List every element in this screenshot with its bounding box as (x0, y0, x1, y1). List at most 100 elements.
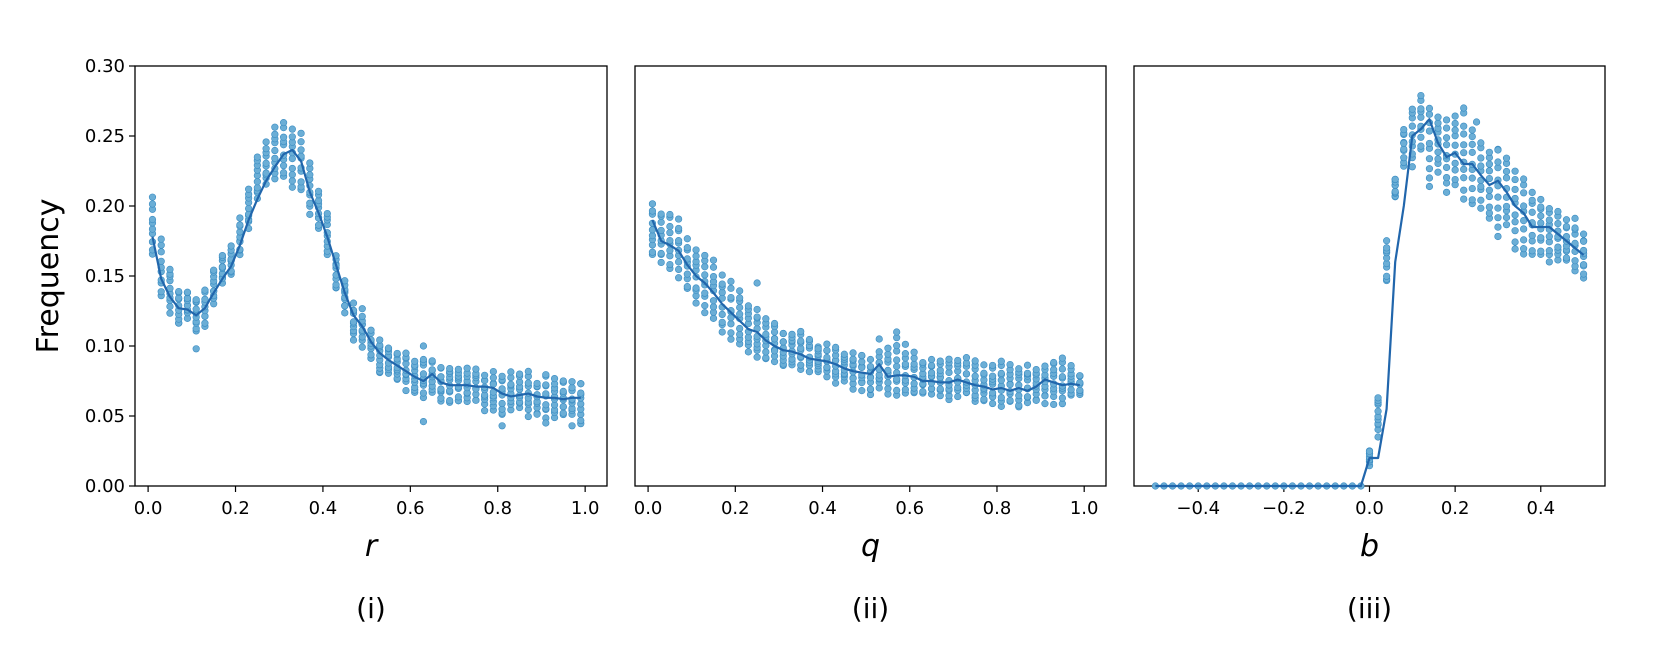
data-point (1511, 238, 1519, 246)
data-point (533, 379, 541, 388)
data-point (402, 386, 410, 395)
data-point (1511, 185, 1519, 194)
data-point (1408, 163, 1416, 171)
panel-b: −0.4 −0.2 0.0 0.2 0.4 b (iii) (1133, 65, 1606, 625)
x-tick-label: 0.8 (483, 498, 512, 519)
data-point (770, 319, 779, 328)
data-point (1537, 219, 1545, 227)
data-point (245, 185, 253, 193)
data-point (1477, 196, 1485, 204)
data-point (1451, 166, 1459, 174)
data-point (1015, 365, 1023, 373)
y-axis-label: Frequency (31, 199, 66, 354)
data-point (1041, 362, 1049, 370)
data-point (1058, 373, 1066, 381)
data-point (1485, 203, 1493, 211)
data-point (411, 357, 419, 365)
data-point (1408, 122, 1416, 130)
data-point (805, 335, 814, 344)
data-point (454, 393, 463, 401)
data-point (271, 123, 279, 131)
data-point (358, 343, 366, 351)
data-point (428, 366, 436, 374)
data-point (218, 251, 227, 260)
data-point (1067, 361, 1075, 370)
data-point (402, 349, 410, 357)
data-point (157, 288, 165, 296)
data-point (736, 294, 744, 302)
data-point (1494, 158, 1502, 166)
data-point (718, 328, 726, 336)
data-point (498, 372, 506, 380)
x-tick-label: 0.0 (634, 498, 663, 519)
data-point (306, 159, 314, 167)
data-point (314, 187, 323, 195)
data-point (306, 199, 314, 207)
data-point (1562, 216, 1571, 224)
data-point (866, 362, 875, 371)
data-point (446, 364, 454, 373)
data-point (1502, 221, 1511, 229)
data-point (1460, 165, 1468, 173)
data-point (376, 336, 384, 344)
data-point (288, 125, 296, 133)
data-point (1425, 155, 1434, 163)
data-point (927, 361, 936, 370)
data-point (910, 360, 918, 368)
data-point (1468, 184, 1476, 193)
data-point (1468, 174, 1476, 182)
data-point (858, 351, 866, 360)
data-point (1434, 155, 1442, 163)
data-point (683, 283, 691, 291)
data-point (727, 277, 735, 286)
data-point (1460, 130, 1468, 138)
data-point (736, 303, 744, 312)
data-point (701, 289, 709, 297)
data-point (1528, 196, 1536, 204)
data-point (989, 372, 997, 380)
data-point (893, 342, 901, 350)
data-point (1502, 154, 1511, 162)
data-point (1032, 396, 1040, 404)
data-point (271, 154, 279, 162)
data-point (262, 169, 270, 177)
data-point (1023, 369, 1032, 377)
data-point (437, 363, 445, 372)
data-point (1494, 214, 1502, 222)
data-point (936, 385, 944, 393)
x-axis-label: q (861, 529, 880, 564)
data-point (701, 309, 709, 317)
data-point (1477, 162, 1485, 170)
data-point (727, 320, 735, 328)
data-point (1511, 194, 1519, 203)
data-point (166, 302, 174, 311)
data-point (1579, 230, 1588, 238)
data-point (648, 207, 657, 215)
data-point (936, 357, 944, 365)
data-point (1520, 216, 1528, 225)
data-point (1511, 167, 1519, 175)
data-point (550, 375, 559, 383)
data-point (358, 312, 366, 321)
data-point (1076, 372, 1084, 380)
data-point (1502, 174, 1511, 182)
data-point (253, 153, 261, 161)
data-point (893, 328, 901, 336)
data-point (279, 119, 288, 127)
data-point (1434, 168, 1442, 176)
data-point (692, 252, 700, 260)
data-point (577, 416, 585, 425)
data-point (666, 236, 674, 245)
plot-frame (634, 65, 1107, 487)
data-point (1571, 257, 1579, 265)
data-point (542, 401, 550, 409)
data-point (797, 337, 805, 345)
data-point (1494, 193, 1502, 201)
data-point (192, 345, 200, 353)
data-point (297, 146, 305, 154)
data-point (901, 350, 909, 358)
data-point (901, 385, 909, 394)
data-point (884, 344, 892, 352)
data-point (762, 348, 770, 356)
data-point (657, 218, 665, 226)
